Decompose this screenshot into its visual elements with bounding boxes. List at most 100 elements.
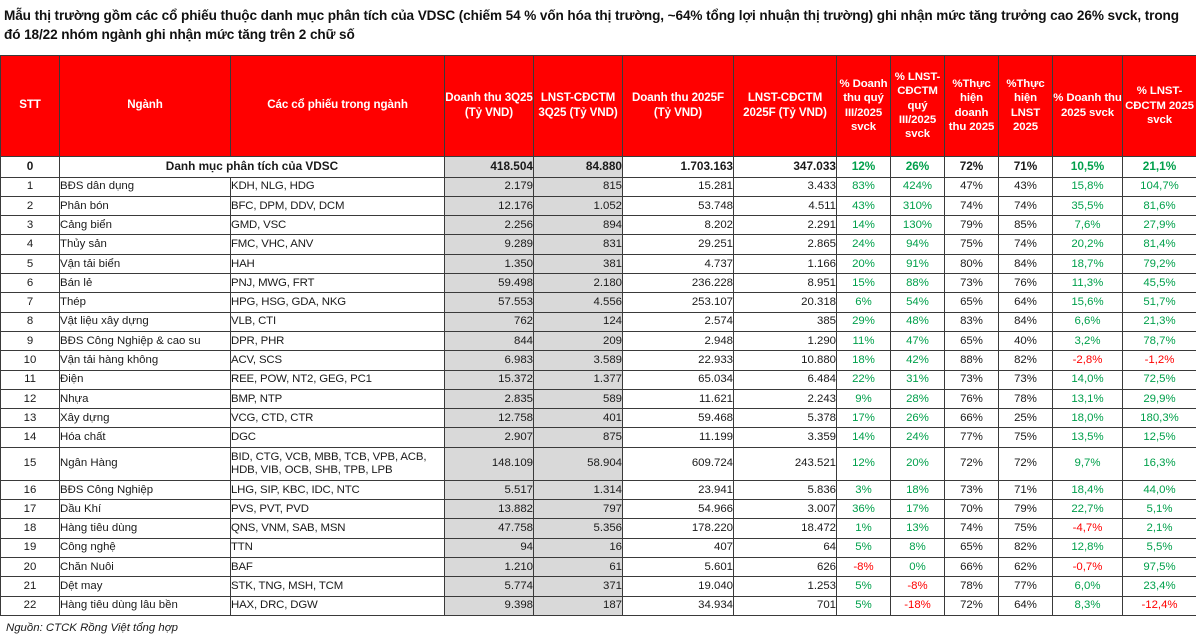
cell-profit-2025f: 626	[734, 557, 837, 576]
cell-industry: Vận tải hàng không	[60, 351, 231, 370]
cell-pct-profit-2025: 45,5%	[1123, 274, 1196, 293]
cell-pct-achieved-profit: 79%	[999, 500, 1053, 519]
col-header-profit-2025f: LNST-CĐCTM 2025F (Tỷ VND)	[734, 55, 837, 156]
cell-profit-3q25: 4.556	[534, 293, 623, 312]
cell-revenue-2025f: 8.202	[623, 216, 734, 235]
cell-profit-3q25: 5.356	[534, 519, 623, 538]
cell-profit-3q25: 84.880	[534, 156, 623, 177]
cell-pct-revenue-2025: 13,1%	[1053, 389, 1123, 408]
cell-pct-achieved-revenue: 72%	[945, 596, 999, 615]
cell-revenue-2025f: 5.601	[623, 557, 734, 576]
col-header-pct-revenue-q3: % Doanh thu quý III/2025 svck	[837, 55, 891, 156]
cell-stt: 8	[1, 312, 60, 331]
cell-pct-achieved-profit: 77%	[999, 577, 1053, 596]
cell-stocks: GMD, VSC	[231, 216, 445, 235]
cell-pct-profit-2025: 27,9%	[1123, 216, 1196, 235]
cell-pct-revenue-2025: 6,0%	[1053, 577, 1123, 596]
cell-pct-revenue-2025: 12,8%	[1053, 538, 1123, 557]
cell-stocks: REE, POW, NT2, GEG, PC1	[231, 370, 445, 389]
cell-profit-2025f: 18.472	[734, 519, 837, 538]
cell-stt: 11	[1, 370, 60, 389]
cell-pct-revenue-q3: 36%	[837, 500, 891, 519]
cell-industry: Thép	[60, 293, 231, 312]
cell-revenue-3q25: 2.835	[445, 389, 534, 408]
cell-revenue-2025f: 22.933	[623, 351, 734, 370]
cell-stt: 3	[1, 216, 60, 235]
cell-pct-profit-2025: 72,5%	[1123, 370, 1196, 389]
cell-revenue-3q25: 2.907	[445, 428, 534, 447]
cell-revenue-3q25: 418.504	[445, 156, 534, 177]
cell-profit-3q25: 209	[534, 331, 623, 350]
cell-pct-revenue-2025: -2,8%	[1053, 351, 1123, 370]
cell-revenue-2025f: 54.966	[623, 500, 734, 519]
col-header-nganh: Ngành	[60, 55, 231, 156]
cell-pct-profit-2025: 44,0%	[1123, 480, 1196, 499]
cell-pct-profit-q3: 54%	[891, 293, 945, 312]
cell-revenue-3q25: 47.758	[445, 519, 534, 538]
cell-pct-profit-q3: 28%	[891, 389, 945, 408]
cell-pct-revenue-q3: 5%	[837, 577, 891, 596]
cell-pct-profit-q3: 94%	[891, 235, 945, 254]
cell-profit-2025f: 3.359	[734, 428, 837, 447]
cell-pct-profit-q3: 424%	[891, 177, 945, 196]
cell-stt: 10	[1, 351, 60, 370]
cell-profit-2025f: 2.291	[734, 216, 837, 235]
cell-pct-achieved-revenue: 72%	[945, 156, 999, 177]
cell-stocks: VLB, CTI	[231, 312, 445, 331]
cell-pct-revenue-2025: 15,6%	[1053, 293, 1123, 312]
cell-stocks: FMC, VHC, ANV	[231, 235, 445, 254]
cell-pct-achieved-profit: 74%	[999, 196, 1053, 215]
cell-stocks: HAH	[231, 254, 445, 273]
cell-pct-profit-q3: 310%	[891, 196, 945, 215]
cell-pct-revenue-2025: -0,7%	[1053, 557, 1123, 576]
cell-pct-achieved-revenue: 66%	[945, 557, 999, 576]
cell-revenue-3q25: 762	[445, 312, 534, 331]
cell-pct-achieved-profit: 71%	[999, 480, 1053, 499]
cell-industry: Nhựa	[60, 389, 231, 408]
cell-revenue-3q25: 12.758	[445, 409, 534, 428]
cell-pct-profit-q3: -18%	[891, 596, 945, 615]
cell-pct-profit-q3: -8%	[891, 577, 945, 596]
cell-profit-3q25: 381	[534, 254, 623, 273]
cell-profit-2025f: 347.033	[734, 156, 837, 177]
cell-pct-profit-2025: 78,7%	[1123, 331, 1196, 350]
cell-revenue-2025f: 178.220	[623, 519, 734, 538]
cell-stt: 2	[1, 196, 60, 215]
cell-revenue-2025f: 4.737	[623, 254, 734, 273]
cell-stocks: QNS, VNM, SAB, MSN	[231, 519, 445, 538]
cell-stocks: PNJ, MWG, FRT	[231, 274, 445, 293]
cell-pct-revenue-q3: 14%	[837, 428, 891, 447]
cell-profit-3q25: 589	[534, 389, 623, 408]
cell-stt: 13	[1, 409, 60, 428]
cell-pct-revenue-q3: 5%	[837, 538, 891, 557]
cell-pct-revenue-q3: -8%	[837, 557, 891, 576]
cell-industry: Vật liệu xây dựng	[60, 312, 231, 331]
cell-pct-profit-q3: 0%	[891, 557, 945, 576]
cell-profit-3q25: 187	[534, 596, 623, 615]
cell-revenue-2025f: 15.281	[623, 177, 734, 196]
cell-stocks: DPR, PHR	[231, 331, 445, 350]
cell-pct-profit-2025: 81,4%	[1123, 235, 1196, 254]
cell-revenue-2025f: 609.724	[623, 447, 734, 480]
cell-revenue-2025f: 34.934	[623, 596, 734, 615]
cell-profit-3q25: 3.589	[534, 351, 623, 370]
cell-profit-2025f: 2.243	[734, 389, 837, 408]
cell-pct-profit-2025: -1,2%	[1123, 351, 1196, 370]
cell-profit-3q25: 1.377	[534, 370, 623, 389]
cell-pct-achieved-profit: 76%	[999, 274, 1053, 293]
cell-pct-revenue-q3: 24%	[837, 235, 891, 254]
cell-revenue-3q25: 2.256	[445, 216, 534, 235]
cell-industry: Phân bón	[60, 196, 231, 215]
cell-pct-profit-2025: 5,1%	[1123, 500, 1196, 519]
cell-stocks: BID, CTG, VCB, MBB, TCB, VPB, ACB, HDB, …	[231, 447, 445, 480]
